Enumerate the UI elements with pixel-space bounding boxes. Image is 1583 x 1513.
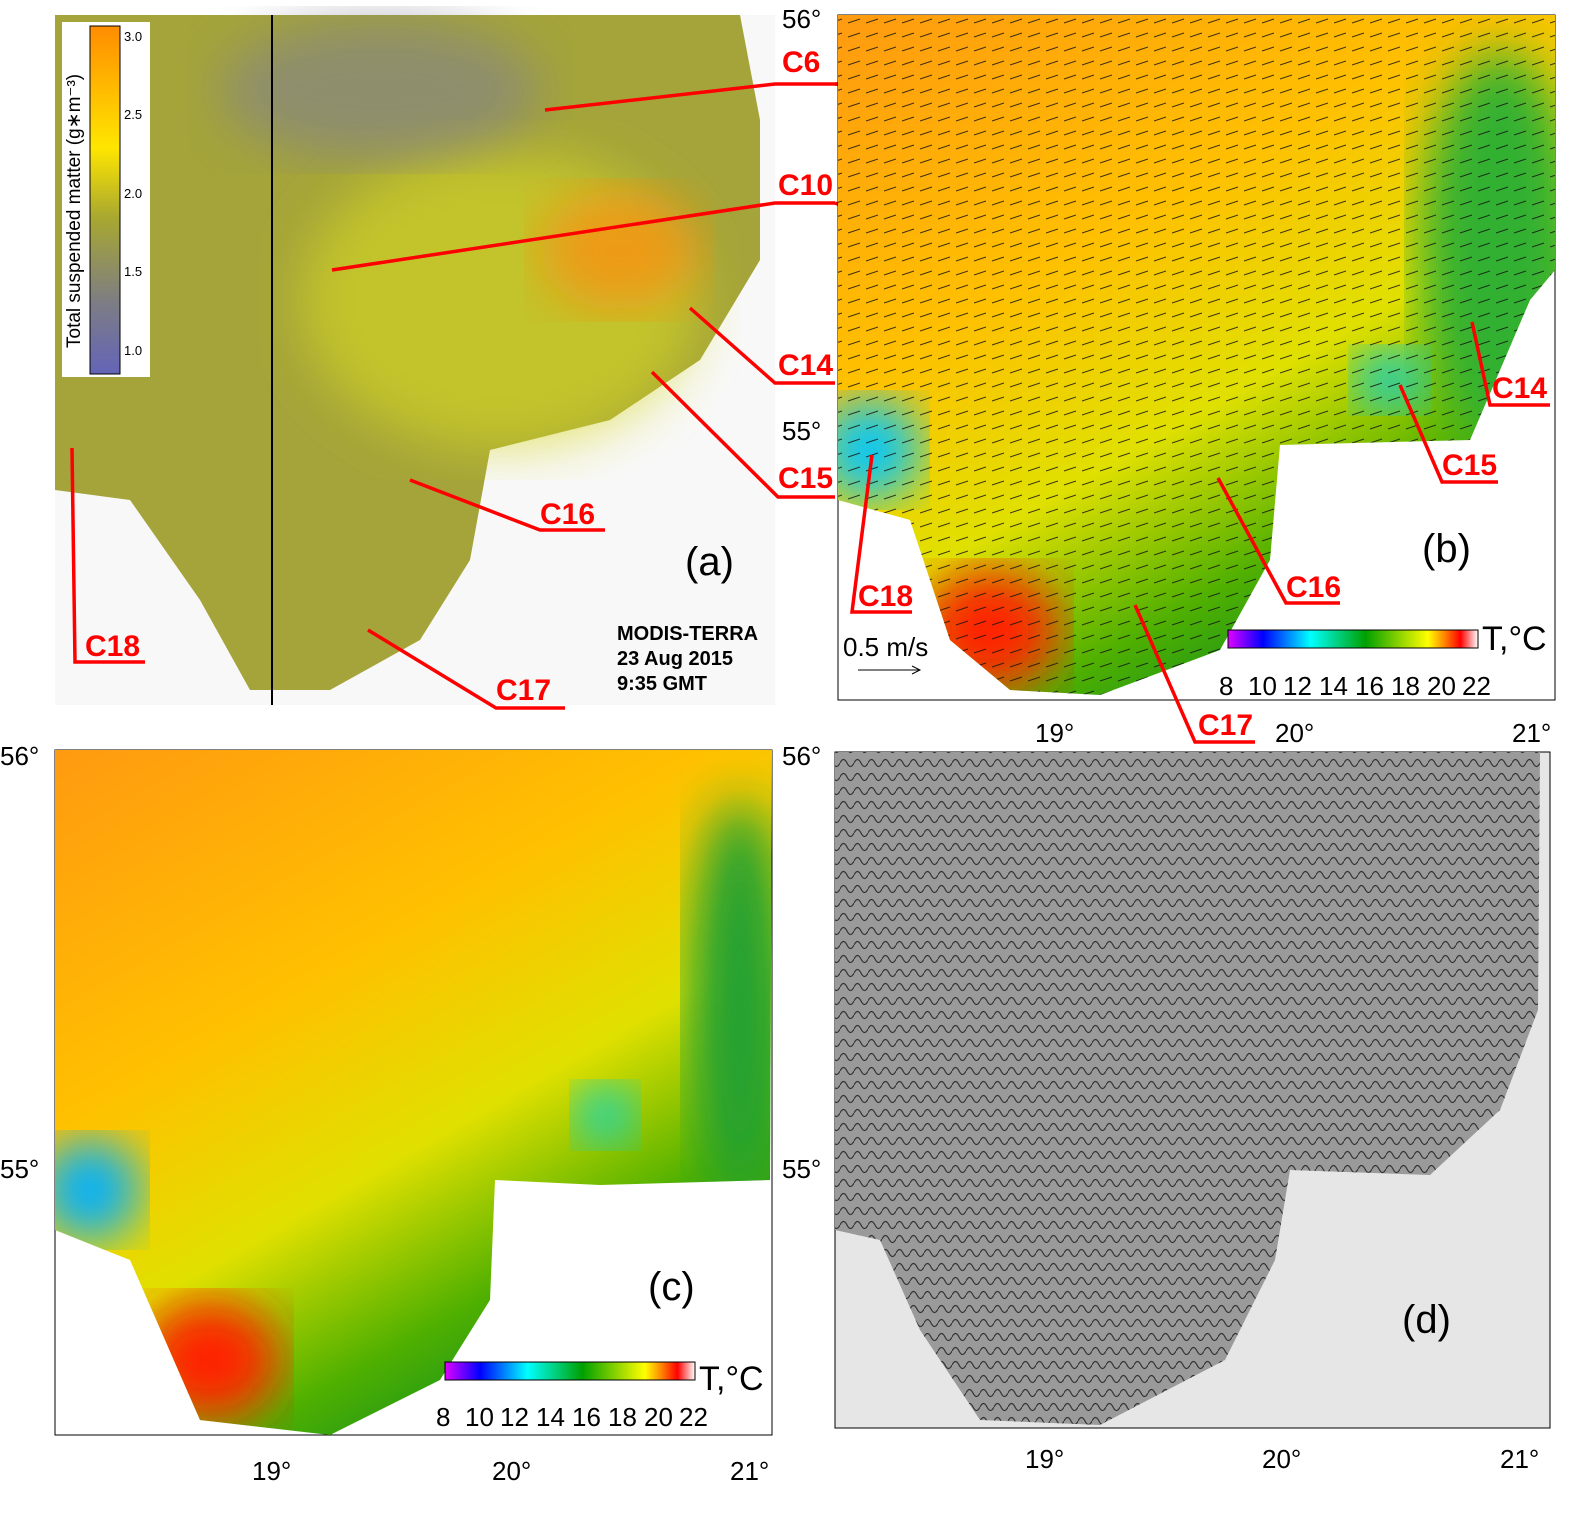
velocity-scale-label: 0.5 m/s	[843, 632, 928, 662]
svg-text:12: 12	[500, 1402, 529, 1432]
eddy-label-c15: C15	[778, 462, 833, 495]
lon-21-c: 21°	[730, 1456, 769, 1486]
lon-20-d: 20°	[1262, 1444, 1301, 1474]
tsm-tick: 1.0	[124, 343, 142, 358]
eddy-label-c10: C10	[778, 169, 833, 202]
eddy-label-c6: C6	[782, 46, 820, 79]
lon-20-c: 20°	[492, 1456, 531, 1486]
eddy-label-c18-b: C18	[858, 580, 913, 613]
temperature-colorbar-title-c: T,°C	[699, 1360, 764, 1398]
svg-text:16: 16	[1355, 671, 1384, 701]
tsm-tick: 1.5	[124, 264, 142, 279]
lon-19-b: 19°	[1035, 718, 1074, 748]
velocity-scale-arrow	[858, 665, 922, 675]
panel-d-tracer-map: (d) 56° 55° 19° 20° 21°	[782, 741, 1551, 1474]
lon-21-b: 21°	[1512, 718, 1551, 748]
panel-c-label: (c)	[648, 1265, 695, 1309]
svg-text:20: 20	[1427, 671, 1456, 701]
temperature-colorbar-c	[444, 1361, 696, 1381]
eddy-arrows-b	[850, 321, 1550, 744]
tsm-tick: 2.0	[124, 186, 142, 201]
svg-text:8: 8	[436, 1402, 450, 1432]
eddy-label-c17: C17	[496, 674, 551, 707]
eddy-label-c15-b: C15	[1442, 449, 1497, 482]
svg-text:8: 8	[1219, 671, 1233, 701]
svg-text:10: 10	[465, 1402, 494, 1432]
eddy-label-c18: C18	[85, 630, 140, 663]
svg-text:12: 12	[1283, 671, 1312, 701]
lon-19-d: 19°	[1025, 1444, 1064, 1474]
panel-b-velocity-temperature-map: (b) 0.5 m/s T,°C 8 10 12 14 16 18 20 22 C14 …	[782, 4, 1556, 748]
lat-56-b: 56°	[782, 4, 821, 34]
eddy-label-c16-b: C16	[1286, 571, 1341, 604]
svg-text:14: 14	[536, 1402, 565, 1432]
image-date: 23 Aug 2015	[617, 648, 733, 670]
lat-55-b: 55°	[782, 416, 821, 446]
temperature-colorbar-b	[1227, 629, 1479, 649]
eddy-label-c14: C14	[778, 349, 833, 382]
svg-text:22: 22	[679, 1402, 708, 1432]
lon-21-d: 21°	[1500, 1444, 1539, 1474]
svg-text:10: 10	[1248, 671, 1277, 701]
eddy-label-c17-b: C17	[1198, 709, 1253, 742]
svg-text:18: 18	[1391, 671, 1420, 701]
svg-text:16: 16	[572, 1402, 601, 1432]
panel-d-label: (d)	[1402, 1298, 1451, 1342]
panel-a-tsm-map: Total suspended matter (g∗m⁻³) 3.0 2.5 2…	[55, 15, 1256, 710]
temperature-ticks-c: 8 10 12 14 16 18 20 22	[436, 1402, 708, 1432]
svg-text:20: 20	[644, 1402, 673, 1432]
temperature-ticks-b: 8 10 12 14 16 18 20 22	[1219, 671, 1491, 701]
lat-56-c: 56°	[0, 741, 39, 771]
eddy-label-c14-b: C14	[1492, 372, 1547, 405]
lat-55-d: 55°	[782, 1154, 821, 1184]
eddy-label-c16: C16	[540, 498, 595, 531]
tsm-colorbar-title: Total suspended matter (g∗m⁻³)	[64, 74, 85, 348]
panel-c-temperature-map: (c) T,°C 8 10 12 14 16 18 20 22 56° 55° 19° …	[0, 741, 773, 1486]
lon-19-c: 19°	[252, 1456, 291, 1486]
tsm-tick: 3.0	[124, 29, 142, 44]
satellite-name: MODIS-TERRA	[617, 623, 758, 645]
svg-text:14: 14	[1319, 671, 1348, 701]
tsm-colorbar	[89, 25, 121, 375]
lat-56-d: 56°	[782, 741, 821, 771]
image-time: 9:35 GMT	[617, 673, 707, 695]
tsm-tick: 2.5	[124, 107, 142, 122]
lat-55-c: 55°	[0, 1154, 39, 1184]
lon-20-b: 20°	[1275, 718, 1314, 748]
temperature-colorbar-title-b: T,°C	[1482, 620, 1547, 658]
svg-text:18: 18	[608, 1402, 637, 1432]
panel-b-label: (b)	[1422, 527, 1471, 571]
panel-a-label: (a)	[685, 540, 734, 584]
svg-text:22: 22	[1462, 671, 1491, 701]
